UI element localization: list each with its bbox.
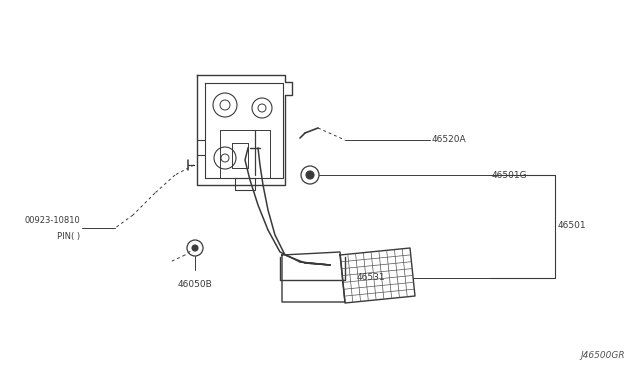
Circle shape [306, 171, 314, 179]
Text: PIN( ): PIN( ) [57, 232, 80, 241]
Text: 46050B: 46050B [178, 280, 212, 289]
Text: 46520A: 46520A [432, 135, 467, 144]
Circle shape [192, 245, 198, 251]
Text: J46500GR: J46500GR [580, 351, 625, 360]
Text: 46531: 46531 [357, 273, 386, 282]
Text: 00923-10810: 00923-10810 [24, 216, 80, 225]
Text: 46501G: 46501G [492, 170, 527, 180]
Text: 46501: 46501 [558, 221, 587, 231]
